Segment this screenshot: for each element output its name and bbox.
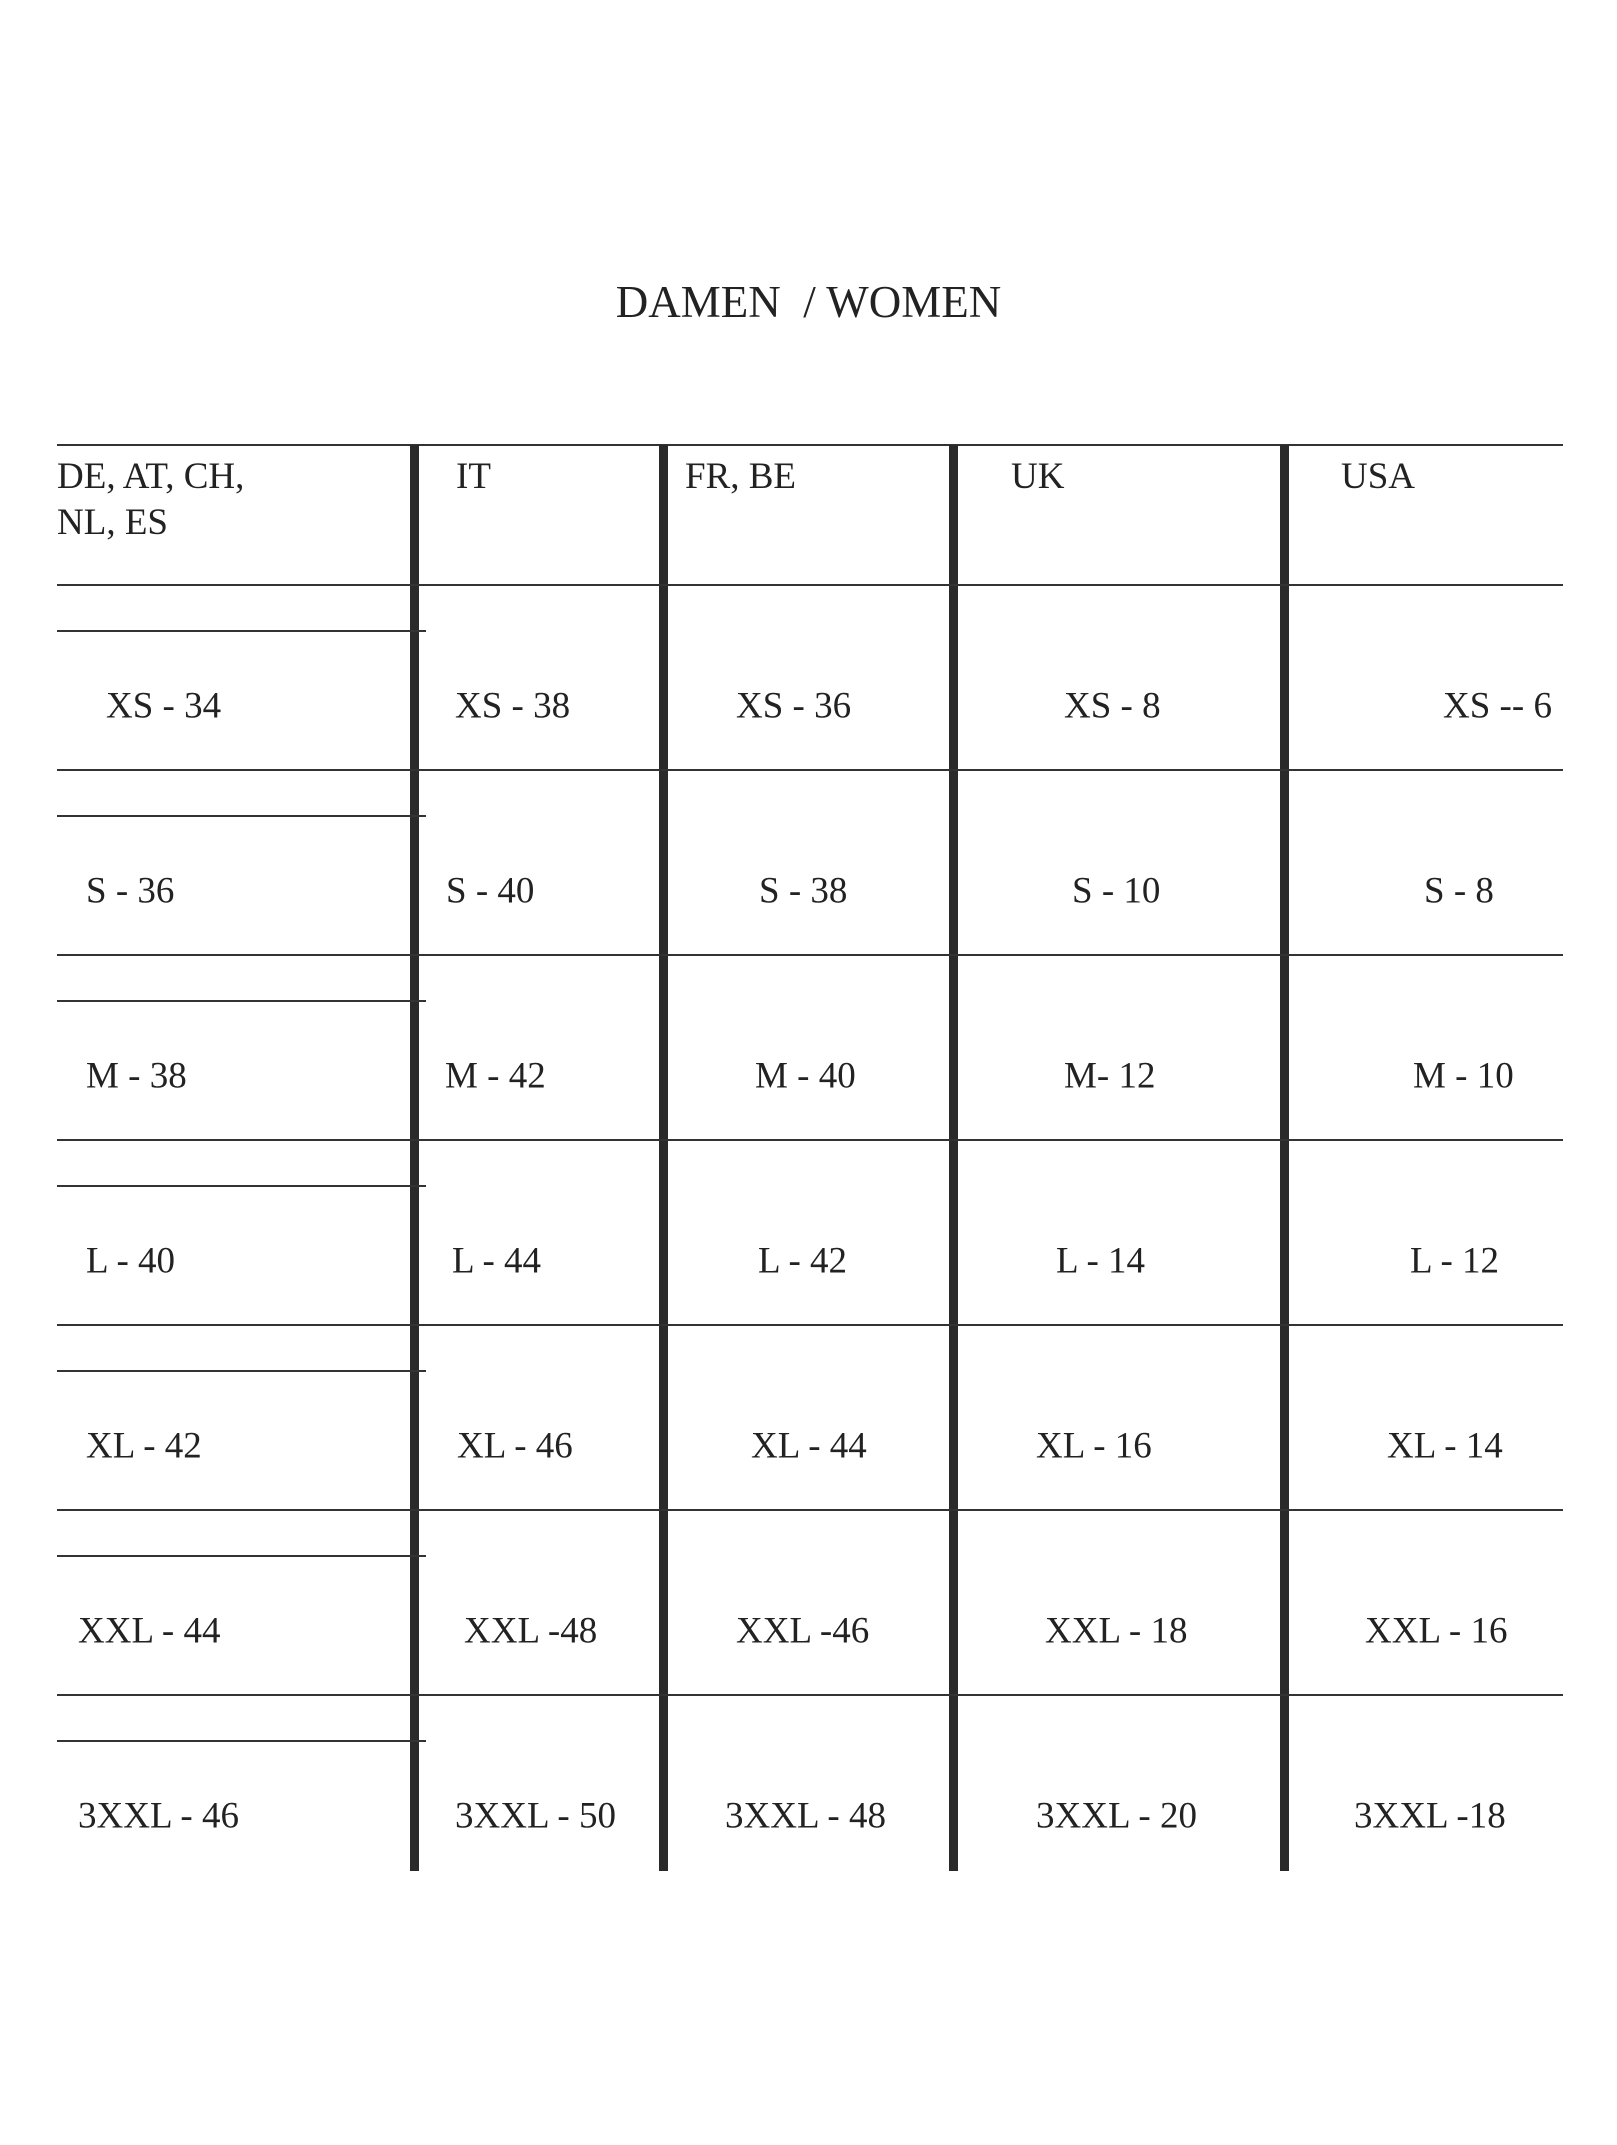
size-cell: M - 10	[1413, 1055, 1514, 1097]
column-divider	[410, 445, 419, 1871]
size-cell: L - 42	[758, 1240, 848, 1282]
size-cell: XS - 34	[106, 685, 222, 727]
size-cell: S - 38	[759, 870, 848, 912]
column-divider	[949, 445, 958, 1871]
size-cell: XXL - 16	[1365, 1610, 1508, 1652]
row-divider	[57, 954, 1563, 956]
size-cell: XXL -46	[736, 1610, 870, 1652]
size-cell: 3XXL - 46	[78, 1795, 239, 1837]
size-cell: XXL - 44	[78, 1610, 221, 1652]
size-cell: 3XXL -18	[1354, 1795, 1506, 1837]
column-header: UK	[1011, 456, 1065, 497]
size-cell: L - 40	[86, 1240, 176, 1282]
row-subdivider	[57, 1740, 426, 1742]
row-subdivider	[57, 1555, 426, 1557]
column-divider	[1280, 445, 1289, 1871]
row-subdivider	[57, 630, 426, 632]
row-divider	[57, 1694, 1563, 1696]
size-cell: S - 10	[1072, 870, 1161, 912]
size-cell: XL - 16	[1036, 1425, 1152, 1467]
row-divider	[57, 769, 1563, 771]
size-cell: M - 40	[755, 1055, 856, 1097]
size-cell: XL - 14	[1387, 1425, 1503, 1467]
row-subdivider	[57, 1185, 426, 1187]
size-cell: XL - 42	[86, 1425, 202, 1467]
column-header: DE, AT, CH, NL, ES	[57, 456, 245, 543]
column-header: USA	[1341, 456, 1416, 497]
row-subdivider	[57, 1000, 426, 1002]
row-divider	[57, 1139, 1563, 1141]
size-cell: XS - 36	[736, 685, 852, 727]
row-subdivider	[57, 1370, 426, 1372]
size-cell: L - 14	[1056, 1240, 1146, 1282]
page-title: DAMEN / WOMEN	[615, 277, 1002, 327]
row-divider	[57, 1509, 1563, 1511]
size-cell: M - 42	[445, 1055, 546, 1097]
row-subdivider	[57, 815, 426, 817]
table-top-border	[57, 444, 1563, 446]
size-cell: XXL - 18	[1045, 1610, 1188, 1652]
size-cell: 3XXL - 48	[725, 1795, 886, 1837]
size-cell: 3XXL - 20	[1036, 1795, 1197, 1837]
size-cell: XS - 38	[455, 685, 571, 727]
size-cell: XXL -48	[464, 1610, 598, 1652]
column-divider	[659, 445, 668, 1871]
size-cell: S - 40	[446, 870, 535, 912]
row-divider	[57, 584, 1563, 586]
size-cell: S - 8	[1424, 870, 1494, 912]
size-cell: XS - 8	[1064, 685, 1161, 727]
size-cell: L - 44	[452, 1240, 542, 1282]
row-divider	[57, 1324, 1563, 1326]
column-header: FR, BE	[685, 456, 797, 497]
size-cell: XL - 46	[457, 1425, 573, 1467]
column-header: IT	[456, 456, 491, 497]
size-cell: M - 38	[86, 1055, 187, 1097]
size-cell: M- 12	[1064, 1055, 1156, 1097]
size-cell: 3XXL - 50	[455, 1795, 616, 1837]
size-cell: XL - 44	[751, 1425, 867, 1467]
size-cell: XS -- 6	[1443, 685, 1552, 727]
size-cell: S - 36	[86, 870, 175, 912]
size-cell: L - 12	[1410, 1240, 1500, 1282]
